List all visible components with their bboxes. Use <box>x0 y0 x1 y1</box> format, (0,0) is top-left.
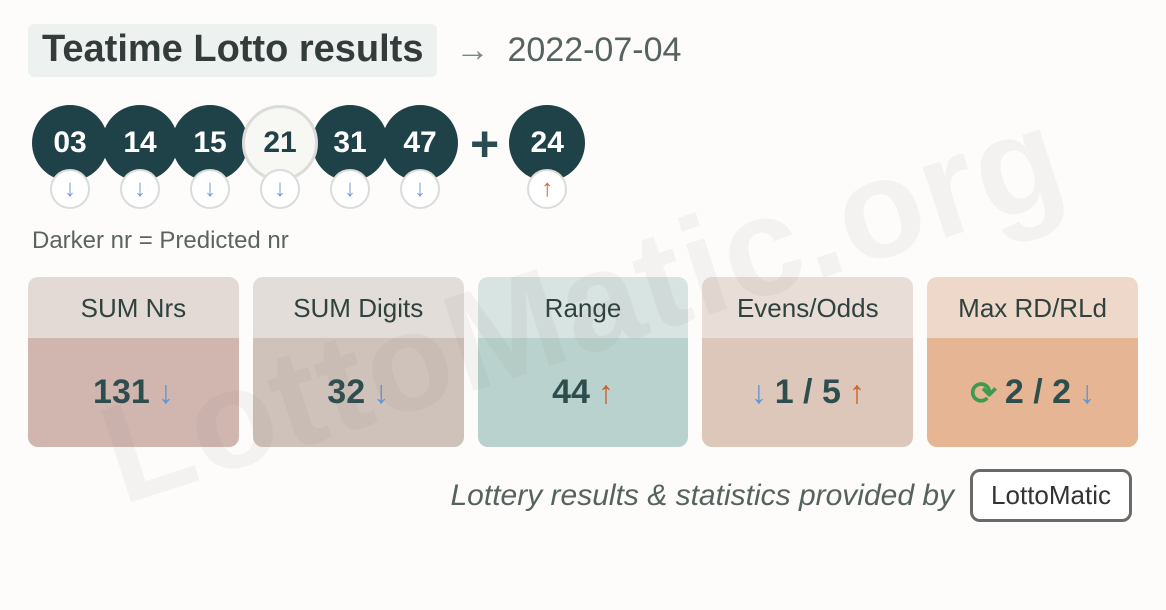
trend-down-icon: ↓ <box>260 169 300 209</box>
stat-value: 131 <box>93 373 150 412</box>
stat-card-sum_nrs: SUM Nrs131↓ <box>28 277 239 447</box>
stat-value: 44 <box>552 373 590 412</box>
stat-card-value: ⟳2 / 2↓ <box>927 338 1138 447</box>
balls-row: 03↓14↓15↓21↓31↓47↓+24↑ <box>32 105 1138 209</box>
lotto-ball: 31↓ <box>312 105 388 209</box>
page-title: Teatime Lotto results <box>28 24 437 77</box>
stat-card-range: Range44↑ <box>478 277 689 447</box>
trend-down-icon: ↓ <box>120 169 160 209</box>
lotto-ball: 21↓ <box>242 105 318 209</box>
stat-card-label: SUM Nrs <box>28 277 239 338</box>
draw-date: 2022-07-04 <box>507 31 681 70</box>
stat-card-label: Range <box>478 277 689 338</box>
stat-cards-row: SUM Nrs131↓SUM Digits32↓Range44↑Evens/Od… <box>28 277 1138 447</box>
trend-up-icon: ↑ <box>849 374 865 411</box>
stat-value: 32 <box>327 373 365 412</box>
stat-card-label: SUM Digits <box>253 277 464 338</box>
stat-card-value: 131↓ <box>28 338 239 447</box>
lotto-results-panel: Teatime Lotto results → 2022-07-04 03↓14… <box>0 0 1166 540</box>
trend-down-icon: ↓ <box>400 169 440 209</box>
trend-down-icon: ↓ <box>751 374 767 411</box>
trend-up-icon: ↑ <box>527 169 567 209</box>
stat-card-label: Evens/Odds <box>702 277 913 338</box>
plus-icon: + <box>470 115 499 173</box>
lotto-ball: 14↓ <box>102 105 178 209</box>
stat-card-value: 32↓ <box>253 338 464 447</box>
footer: Lottery results & statistics provided by… <box>28 469 1138 522</box>
trend-down-icon: ↓ <box>1079 374 1095 411</box>
lotto-ball: 47↓ <box>382 105 458 209</box>
stat-value: 1 / 5 <box>775 373 841 412</box>
trend-up-icon: ↑ <box>598 374 614 411</box>
trend-down-icon: ↓ <box>190 169 230 209</box>
stat-card-value: 44↑ <box>478 338 689 447</box>
brand-button[interactable]: LottoMatic <box>970 469 1132 522</box>
stat-card-value: ↓1 / 5↑ <box>702 338 913 447</box>
stat-card-label: Max RD/RLd <box>927 277 1138 338</box>
lotto-ball: 15↓ <box>172 105 248 209</box>
stat-card-evens_odds: Evens/Odds↓1 / 5↑ <box>702 277 913 447</box>
bonus-ball: 24↑ <box>509 105 585 209</box>
stat-card-sum_digits: SUM Digits32↓ <box>253 277 464 447</box>
trend-down-icon: ↓ <box>373 374 389 411</box>
arrow-right-icon: → <box>455 31 489 70</box>
trend-down-icon: ↓ <box>330 169 370 209</box>
cycle-icon: ⟳ <box>970 374 997 412</box>
lotto-ball: 03↓ <box>32 105 108 209</box>
trend-down-icon: ↓ <box>50 169 90 209</box>
title-row: Teatime Lotto results → 2022-07-04 <box>28 24 1138 77</box>
legend-text: Darker nr = Predicted nr <box>32 227 1138 255</box>
stat-card-max_rd_rld: Max RD/RLd⟳2 / 2↓ <box>927 277 1138 447</box>
stat-value: 2 / 2 <box>1005 373 1071 412</box>
footer-text: Lottery results & statistics provided by <box>451 479 955 513</box>
trend-down-icon: ↓ <box>158 374 174 411</box>
